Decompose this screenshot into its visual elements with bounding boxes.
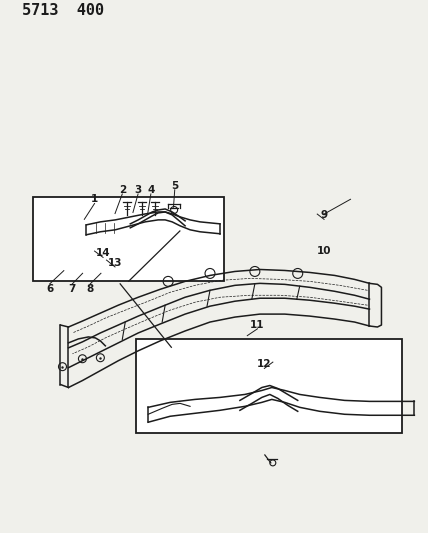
Text: 3: 3 bbox=[134, 185, 142, 195]
Text: 5713  400: 5713 400 bbox=[22, 3, 104, 18]
Bar bbox=[137, 339, 402, 433]
Text: 10: 10 bbox=[317, 246, 331, 256]
Text: 1: 1 bbox=[91, 194, 98, 204]
Text: 9: 9 bbox=[321, 210, 327, 220]
Text: 5: 5 bbox=[171, 181, 178, 191]
Text: 12: 12 bbox=[257, 359, 272, 369]
Bar bbox=[33, 197, 224, 281]
Text: 14: 14 bbox=[96, 248, 110, 258]
Text: 7: 7 bbox=[68, 284, 76, 294]
Text: 2: 2 bbox=[119, 185, 126, 195]
Text: 6: 6 bbox=[46, 284, 54, 294]
Text: 13: 13 bbox=[108, 257, 122, 268]
Text: 8: 8 bbox=[86, 284, 94, 294]
Text: 4: 4 bbox=[147, 185, 155, 195]
Text: 11: 11 bbox=[250, 320, 265, 330]
